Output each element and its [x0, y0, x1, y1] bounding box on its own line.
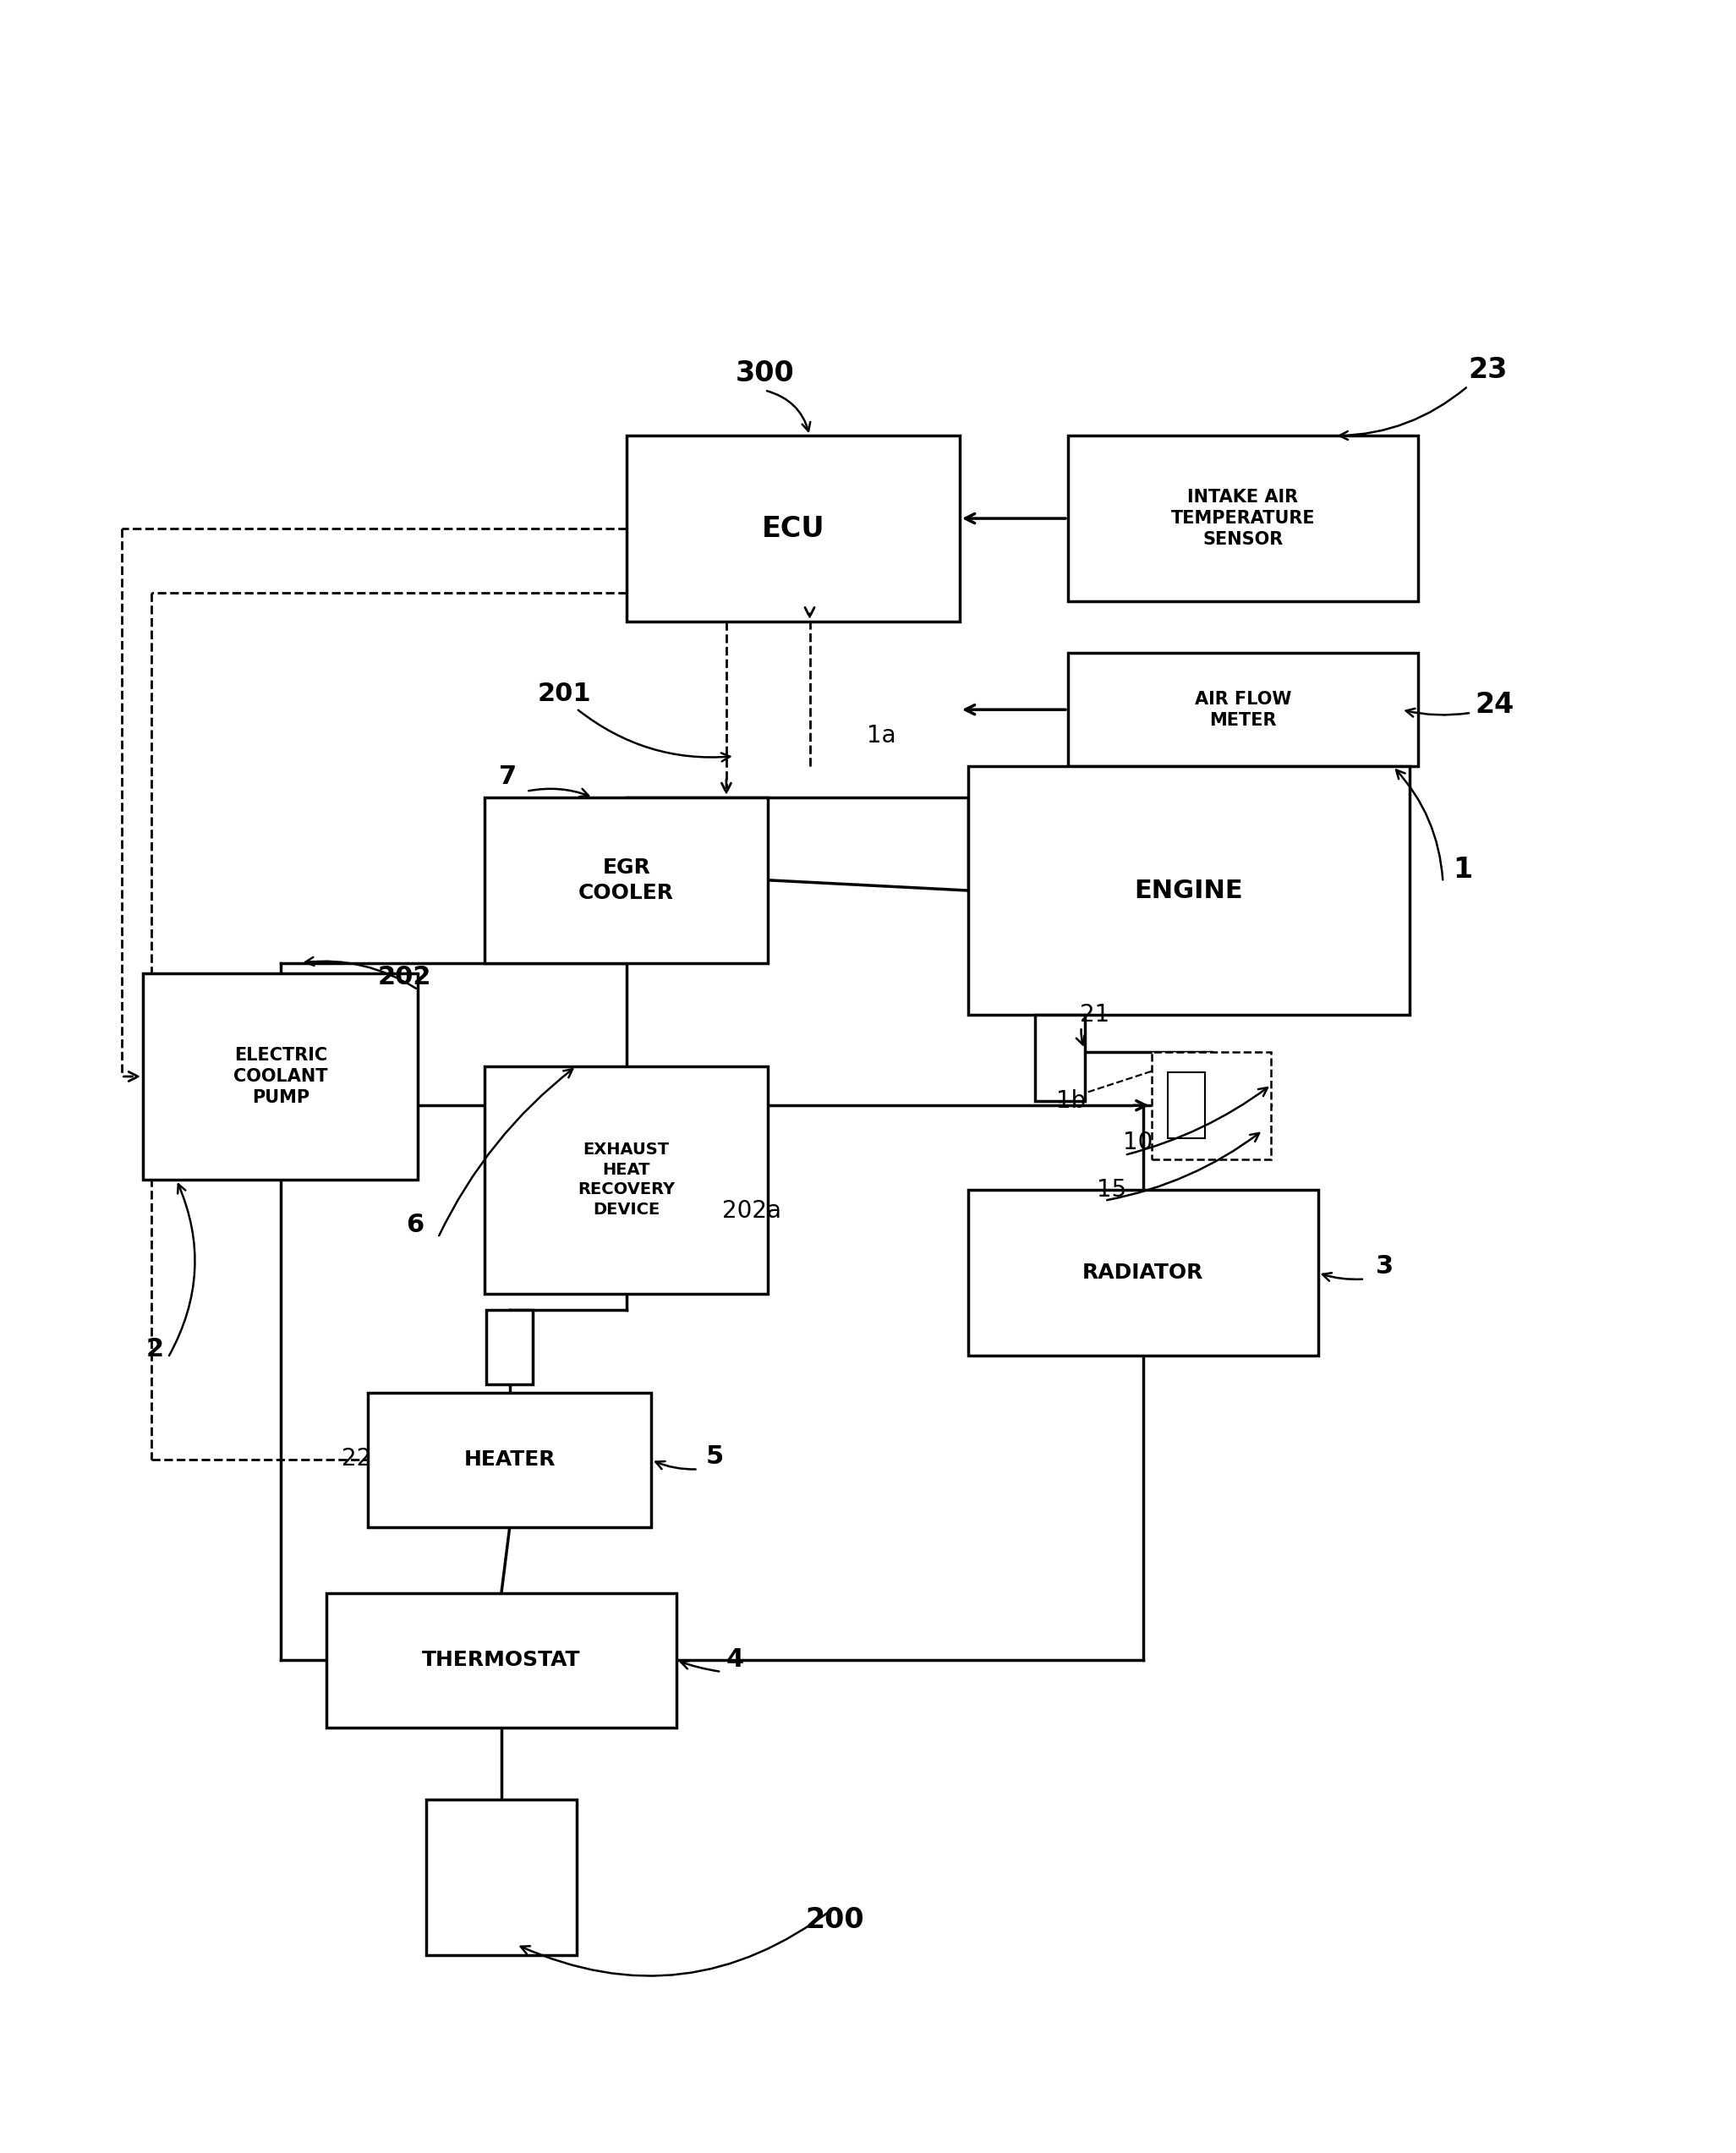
Text: EXHAUST
HEAT
RECOVERY
DEVICE: EXHAUST HEAT RECOVERY DEVICE — [578, 1141, 675, 1219]
Text: 15: 15 — [1097, 1178, 1127, 1201]
Text: 10: 10 — [1123, 1130, 1153, 1154]
Bar — [1168, 1072, 1205, 1139]
Text: EGR
COOLER: EGR COOLER — [578, 857, 674, 902]
Text: HEATER: HEATER — [464, 1449, 556, 1470]
Text: ENGINE: ENGINE — [1134, 878, 1243, 902]
Text: 200: 200 — [806, 1905, 865, 1933]
Text: 22: 22 — [342, 1447, 372, 1470]
Text: AIR FLOW
METER: AIR FLOW METER — [1194, 691, 1292, 728]
Text: 7: 7 — [498, 764, 517, 788]
Bar — [326, 1593, 677, 1727]
Text: 21: 21 — [1080, 1003, 1109, 1027]
Bar — [969, 766, 1410, 1014]
Bar — [484, 797, 767, 962]
Text: 24: 24 — [1476, 691, 1514, 719]
Text: 201: 201 — [538, 683, 592, 706]
Text: INTAKE AIR
TEMPERATURE
SENSOR: INTAKE AIR TEMPERATURE SENSOR — [1170, 489, 1316, 547]
Bar — [368, 1393, 651, 1526]
Bar — [969, 1191, 1318, 1356]
Bar — [142, 973, 418, 1180]
Text: 202a: 202a — [722, 1199, 781, 1223]
Text: 4: 4 — [726, 1647, 743, 1671]
Bar — [427, 1800, 576, 1955]
Text: 202: 202 — [378, 965, 432, 990]
Text: 3: 3 — [1375, 1255, 1394, 1279]
Text: 1: 1 — [1453, 857, 1472, 883]
Bar — [1068, 652, 1418, 766]
Text: 1b: 1b — [1057, 1089, 1087, 1113]
Bar — [1035, 1014, 1085, 1102]
Text: 5: 5 — [707, 1445, 724, 1468]
Text: 1a: 1a — [866, 723, 896, 747]
Text: 300: 300 — [734, 360, 793, 388]
Bar — [484, 1066, 767, 1294]
Text: THERMOSTAT: THERMOSTAT — [422, 1649, 580, 1671]
Bar — [486, 1309, 533, 1384]
Text: 6: 6 — [406, 1212, 424, 1238]
Text: 2: 2 — [146, 1337, 163, 1361]
Text: RADIATOR: RADIATOR — [1082, 1262, 1203, 1283]
Text: ECU: ECU — [762, 515, 825, 543]
Bar — [1068, 435, 1418, 601]
Bar — [1151, 1051, 1271, 1158]
Text: 23: 23 — [1469, 355, 1507, 383]
Text: ELECTRIC
COOLANT
PUMP: ELECTRIC COOLANT PUMP — [233, 1046, 328, 1107]
Bar — [627, 435, 960, 622]
